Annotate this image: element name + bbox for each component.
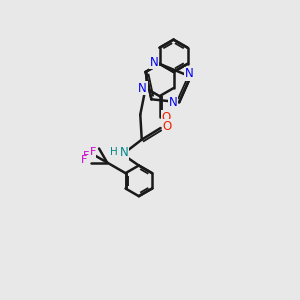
Text: F: F [81,155,88,165]
Text: N: N [138,82,147,94]
Text: F: F [82,151,89,161]
Text: N: N [150,56,159,69]
Text: N: N [169,96,178,109]
Text: O: O [161,111,171,124]
Text: O: O [162,120,172,133]
Text: N: N [185,67,194,80]
Text: H: H [110,147,118,157]
Text: N: N [120,146,128,159]
Text: F: F [89,147,96,157]
